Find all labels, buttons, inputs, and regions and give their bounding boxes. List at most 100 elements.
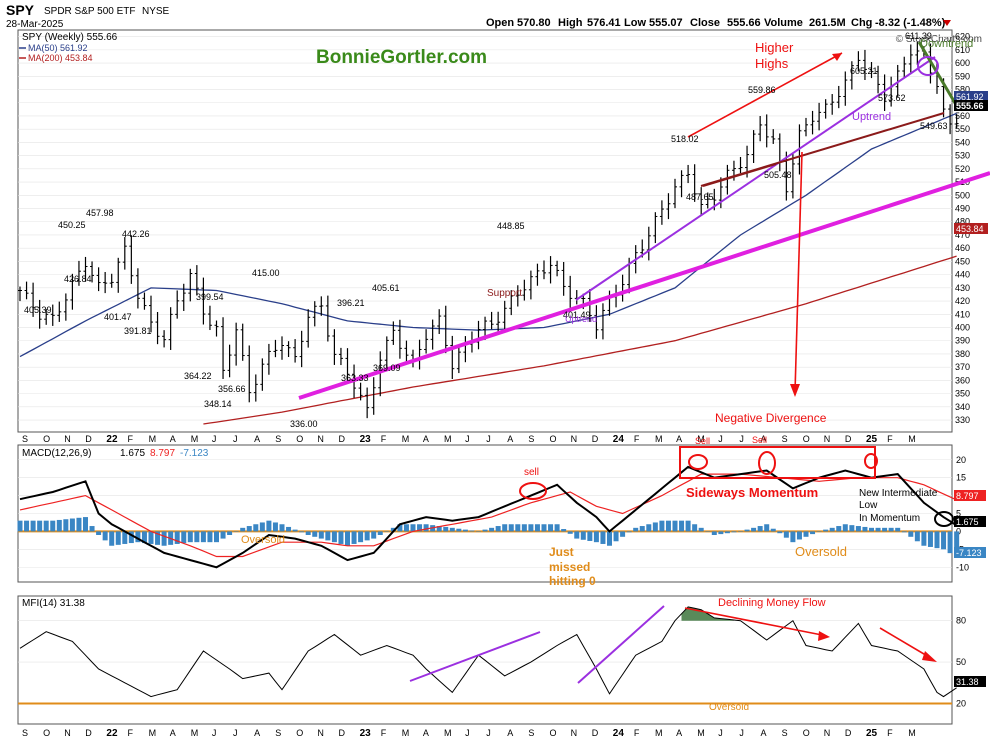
histogram-bar <box>351 531 357 544</box>
annotation-declining: Declining Money Flow <box>718 597 826 609</box>
mfi-rising-line-2 <box>577 605 665 684</box>
histogram-bar <box>528 524 534 532</box>
annotation-downtrend: Downtrend <box>920 38 973 50</box>
x-axis-label: O <box>296 728 303 738</box>
x-axis-label: S <box>528 434 534 444</box>
histogram-bar <box>384 531 390 532</box>
low-value: 555.07 <box>649 17 683 29</box>
price-tag-bg <box>954 100 988 111</box>
histogram-bar <box>377 531 383 535</box>
histogram-bar <box>403 524 409 532</box>
mfi-panel-frame <box>17 595 953 725</box>
price-y-tick: 450 <box>955 256 970 266</box>
volume-value: 261.5M <box>809 17 846 29</box>
x-axis-label: A <box>507 728 513 738</box>
x-axis-label: F <box>128 434 134 444</box>
x-axis-label: D <box>85 728 92 738</box>
signal-line <box>19 473 957 558</box>
annotation-sell-1: sell <box>524 467 539 478</box>
price-y-tick: 500 <box>955 190 970 200</box>
x-axis-label: J <box>212 434 217 444</box>
annotation-just: Just <box>549 545 574 559</box>
histogram-bar <box>770 528 776 532</box>
price-y-tick: 610 <box>955 45 970 55</box>
x-axis-label: N <box>317 434 324 444</box>
price-label: 348.14 <box>204 399 232 409</box>
histogram-bar <box>875 527 881 532</box>
x-axis-label: M <box>908 728 916 738</box>
histogram-bar <box>777 531 783 534</box>
histogram-bar <box>751 527 757 532</box>
x-axis-label: M <box>444 434 452 444</box>
x-axis-label: 25 <box>866 434 878 445</box>
histogram-bar <box>476 531 481 532</box>
price-label: 364.22 <box>184 371 212 381</box>
histogram-bar <box>17 520 23 532</box>
histogram-bar <box>338 531 344 544</box>
mfi-panel: 80 50 20 MFI(14) 31.38 Declining Money Flo… <box>18 597 986 713</box>
macd-legend-signal: 8.797 <box>150 448 175 459</box>
chg-value: -8.32 (-1.48%) <box>875 17 946 29</box>
histogram-bar <box>652 522 658 532</box>
histogram-bar <box>469 530 475 532</box>
x-axis-label: 23 <box>360 434 372 445</box>
copyright: © StockCharts.com <box>896 34 982 45</box>
histogram-bar <box>888 527 894 532</box>
histogram-bar <box>259 522 265 532</box>
mfi-y-tick: 80 <box>956 616 966 626</box>
histogram-bar <box>672 520 678 532</box>
hist-tag-bg <box>954 547 986 558</box>
annotation-missed: missed <box>549 560 590 574</box>
histogram-bar <box>836 526 842 532</box>
price-y-tick: 350 <box>955 389 970 399</box>
histogram-bar <box>692 524 698 532</box>
histogram-bar <box>423 524 429 532</box>
histogram-bar <box>50 520 56 532</box>
ma200-line <box>203 255 957 425</box>
histogram-bar <box>63 519 69 532</box>
histogram-bar <box>56 519 62 532</box>
price-label: 549.63 <box>920 121 948 131</box>
histogram-bar <box>220 531 226 539</box>
annotation-oversold-1: Oversold <box>241 534 285 546</box>
x-axis-label: F <box>887 728 893 738</box>
declining-arrow-2 <box>879 627 930 658</box>
macd-y-tick: -10 <box>956 562 969 572</box>
x-axis-label: A <box>676 728 682 738</box>
x-axis-mfi: S O N D 22 F M A M J J A S O N D 23 F M A M J J A S O N D 24 F M A M J J A S… <box>22 728 916 739</box>
x-axis-label: S <box>782 434 788 444</box>
ma200-tag-bg <box>954 223 988 234</box>
x-axis-label: A <box>676 434 682 444</box>
sell-circle-4 <box>864 453 878 469</box>
histogram-bar <box>345 531 350 546</box>
histogram-bar <box>508 524 514 532</box>
x-axis-label: 22 <box>106 434 118 445</box>
histogram-bar <box>279 524 285 532</box>
high-label: High <box>558 17 583 29</box>
sell-circle-2 <box>688 454 708 470</box>
histogram-bar <box>698 527 704 532</box>
histogram-bar <box>954 531 960 557</box>
histogram-bar <box>626 531 632 533</box>
histogram-bar <box>541 524 547 532</box>
annotation-low: Low <box>859 500 878 511</box>
higher-highs-line <box>687 52 843 138</box>
price-y-tick: 340 <box>955 402 970 412</box>
x-axis-label: F <box>381 434 387 444</box>
x-axis-label: 23 <box>360 728 372 739</box>
histogram-bar <box>764 524 770 532</box>
histogram-bar <box>705 531 711 532</box>
histogram-bar <box>587 531 593 541</box>
macd-panel: 20151050-5-10 MACD(12,26,9) 1.675 8.797 … <box>17 435 986 588</box>
mfi-legend: MFI(14) 31.38 <box>22 598 85 609</box>
annotation-sideways: Sideways Momentum <box>686 485 818 500</box>
histogram-bar <box>305 531 311 535</box>
price-y-tick: 390 <box>955 336 970 346</box>
price-label: 369.09 <box>373 363 401 373</box>
x-axis-label: J <box>739 434 744 444</box>
annotation-oversold-2: Oversold <box>795 544 847 559</box>
histogram-bar <box>253 524 259 532</box>
histogram-bar <box>436 526 442 532</box>
histogram-bar <box>567 531 573 534</box>
price-label: 405.61 <box>372 283 400 293</box>
